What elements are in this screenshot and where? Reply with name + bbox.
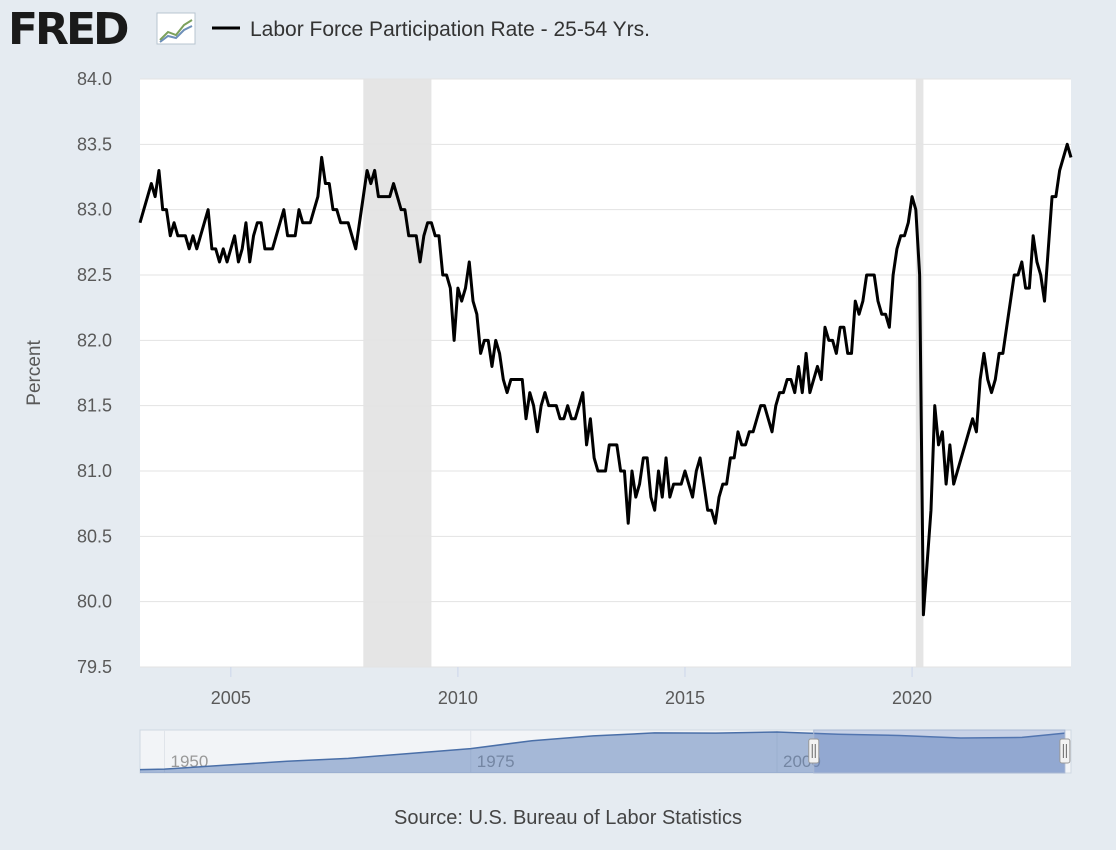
y-tick-label: 82.0 bbox=[77, 330, 112, 350]
recession-band bbox=[363, 79, 432, 667]
y-tick-label: 81.0 bbox=[77, 461, 112, 481]
y-axis-label: Percent bbox=[24, 340, 45, 406]
navigator-handle bbox=[1059, 738, 1071, 764]
x-tick-label: 2020 bbox=[892, 688, 932, 708]
x-tick-label: 2015 bbox=[665, 688, 705, 708]
plot-area bbox=[140, 79, 1071, 667]
y-tick-label: 81.5 bbox=[77, 396, 112, 416]
navigator-frame bbox=[139, 729, 1072, 774]
y-tick-label: 80.0 bbox=[77, 592, 112, 612]
y-tick-label: 83.0 bbox=[77, 200, 112, 220]
logo-icon bbox=[156, 12, 196, 45]
x-tick-label: 2005 bbox=[211, 688, 251, 708]
y-tick-label: 84.0 bbox=[77, 69, 112, 89]
navigator-tick-label: 1975 bbox=[477, 752, 515, 771]
x-tick-label: 2010 bbox=[438, 688, 478, 708]
source: Source: U.S. Bureau of Labor Statistics bbox=[394, 807, 742, 829]
logo: FRED bbox=[8, 4, 128, 55]
y-tick-label: 82.5 bbox=[77, 265, 112, 285]
navigator-line bbox=[139, 731, 1065, 771]
main-chart: 79.5 80.0 80.5 81.0 81.5 82.0 82.5 83.0 83.5 84.0… bbox=[77, 69, 1073, 708]
series-line bbox=[138, 142, 1073, 617]
navigator-area bbox=[140, 731, 1065, 773]
navigator: 195019752000 bbox=[139, 729, 1072, 774]
y-tick-label: 80.5 bbox=[77, 526, 112, 546]
y-tick-label: 83.5 bbox=[77, 134, 112, 154]
navigator-handle bbox=[808, 738, 820, 764]
y-tick-label: 79.5 bbox=[77, 657, 112, 677]
legend-label: Labor Force Participation Rate - 25-54 Y… bbox=[250, 18, 650, 41]
navigator-selection bbox=[813, 729, 1066, 774]
